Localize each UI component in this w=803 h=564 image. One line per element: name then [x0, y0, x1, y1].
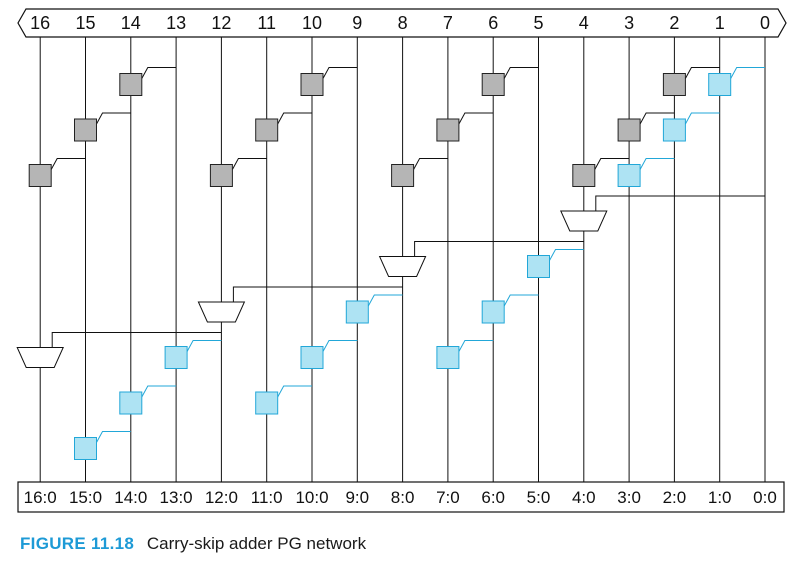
gray-cell: [255, 391, 279, 415]
input-bus: [17, 8, 787, 38]
input-bit-label: 6: [488, 13, 498, 33]
cell-input-wire: [277, 112, 312, 125]
figure-number: FIGURE 11.18: [20, 534, 135, 553]
skip-mux: [16, 347, 64, 368]
output-group-label: 0:0: [753, 488, 777, 507]
output-group-label: 4:0: [572, 488, 596, 507]
gray-cell: [345, 300, 369, 324]
input-bit-label: 16: [30, 13, 50, 33]
input-bit-label: 13: [166, 13, 186, 33]
gray-cell: [617, 164, 641, 187]
gray-cell: [74, 437, 97, 460]
input-bit-label: 12: [211, 13, 231, 33]
black-cell: [572, 164, 596, 187]
cell-input-wire: [594, 158, 630, 170]
output-group-label: 5:0: [527, 488, 551, 507]
output-bus: [17, 481, 785, 513]
output-group-label: 16:0: [24, 488, 57, 507]
output-group-label: 11:0: [251, 488, 283, 507]
cell-input-wire: [730, 67, 765, 79]
output-group-label: 12:0: [205, 488, 238, 507]
input-bit-label: 1: [715, 13, 725, 33]
gray-cell: [164, 346, 188, 369]
black-cell: [255, 118, 279, 142]
output-group-labels: 16:0 15:0 14:0 13:0 12:0 11:0 10:0 9:0 8:0 7:0 6:0…: [24, 488, 777, 507]
output-group-label: 10:0: [295, 488, 328, 507]
output-group-label: 14:0: [114, 488, 147, 507]
cell-input-wire: [549, 249, 584, 261]
cell-input-wire: [322, 340, 358, 352]
output-group-label: 8:0: [391, 488, 415, 507]
cell-input-wire: [684, 112, 720, 125]
input-bit-label: 8: [398, 13, 408, 33]
gray-cell: [662, 118, 686, 142]
cell-input-wire: [141, 385, 177, 398]
cell-input-wire: [413, 158, 448, 170]
figure-caption: FIGURE 11.18 Carry-skip adder PG network: [20, 534, 366, 554]
output-group-label: 15:0: [69, 488, 102, 507]
cell-input-wire: [639, 158, 675, 170]
skip-mux: [378, 256, 427, 277]
black-cell: [391, 164, 415, 187]
cell-input-wire: [186, 340, 222, 352]
skip-wire: [595, 195, 765, 211]
input-bit-label: 3: [624, 13, 634, 33]
output-group-label: 7:0: [436, 488, 460, 507]
output-group-label: 1:0: [708, 488, 732, 507]
input-bit-labels: 16 15 14 13 12 11 10 9 8 7 6 5 4 3 2 1 0: [30, 13, 770, 33]
figure-title: Carry-skip adder PG network: [146, 534, 367, 553]
output-group-label: 13:0: [160, 488, 193, 507]
skip-wire: [51, 332, 222, 348]
cell-input-wire: [277, 385, 312, 398]
cell-input-wire: [684, 67, 720, 79]
output-group-label: 6:0: [481, 488, 505, 507]
output-group-label: 9:0: [345, 488, 369, 507]
input-bit-label: 5: [533, 13, 543, 33]
cell-input-wire: [367, 294, 403, 307]
cell-input-wire: [231, 158, 267, 170]
input-bit-label: 10: [302, 13, 322, 33]
cell-input-wire: [322, 67, 358, 79]
cell-input-wire: [458, 340, 494, 352]
black-cell: [300, 73, 324, 96]
output-group-label: 3:0: [617, 488, 641, 507]
black-cell: [28, 164, 52, 187]
input-bit-label: 2: [669, 13, 679, 33]
cell-input-wire: [96, 431, 131, 443]
gray-cell: [481, 300, 505, 324]
gray-cell: [708, 73, 732, 96]
input-bit-label: 14: [121, 13, 141, 33]
gray-cell: [527, 255, 550, 278]
gray-cell: [119, 391, 143, 415]
cell-input-wire: [503, 294, 539, 307]
input-bit-label: 0: [760, 13, 770, 33]
black-cell: [436, 118, 460, 142]
input-bit-label: 7: [443, 13, 453, 33]
skip-mux: [560, 210, 608, 232]
black-cell: [481, 73, 505, 96]
cell-input-wire: [458, 112, 494, 125]
input-bit-label: 15: [75, 13, 95, 33]
cell-input-wire: [141, 67, 177, 79]
input-bit-label: 11: [257, 13, 276, 33]
gray-cell: [436, 346, 460, 369]
black-cell: [617, 118, 641, 142]
black-cell: [74, 118, 97, 142]
input-bit-label: 4: [579, 13, 589, 33]
cell-input-wire: [96, 112, 131, 125]
skip-wire: [414, 241, 584, 257]
cell-input-wire: [50, 158, 86, 170]
black-cell: [119, 73, 143, 96]
skip-wire: [232, 286, 403, 302]
output-group-label: 2:0: [663, 488, 687, 507]
gray-cell: [300, 346, 324, 369]
skip-mux: [197, 301, 246, 323]
cell-input-wire: [639, 112, 675, 125]
black-cell: [662, 73, 686, 96]
cell-input-wire: [503, 67, 539, 79]
black-cell: [209, 164, 233, 187]
input-bit-label: 9: [352, 13, 362, 33]
cell-layer: [16, 67, 765, 460]
